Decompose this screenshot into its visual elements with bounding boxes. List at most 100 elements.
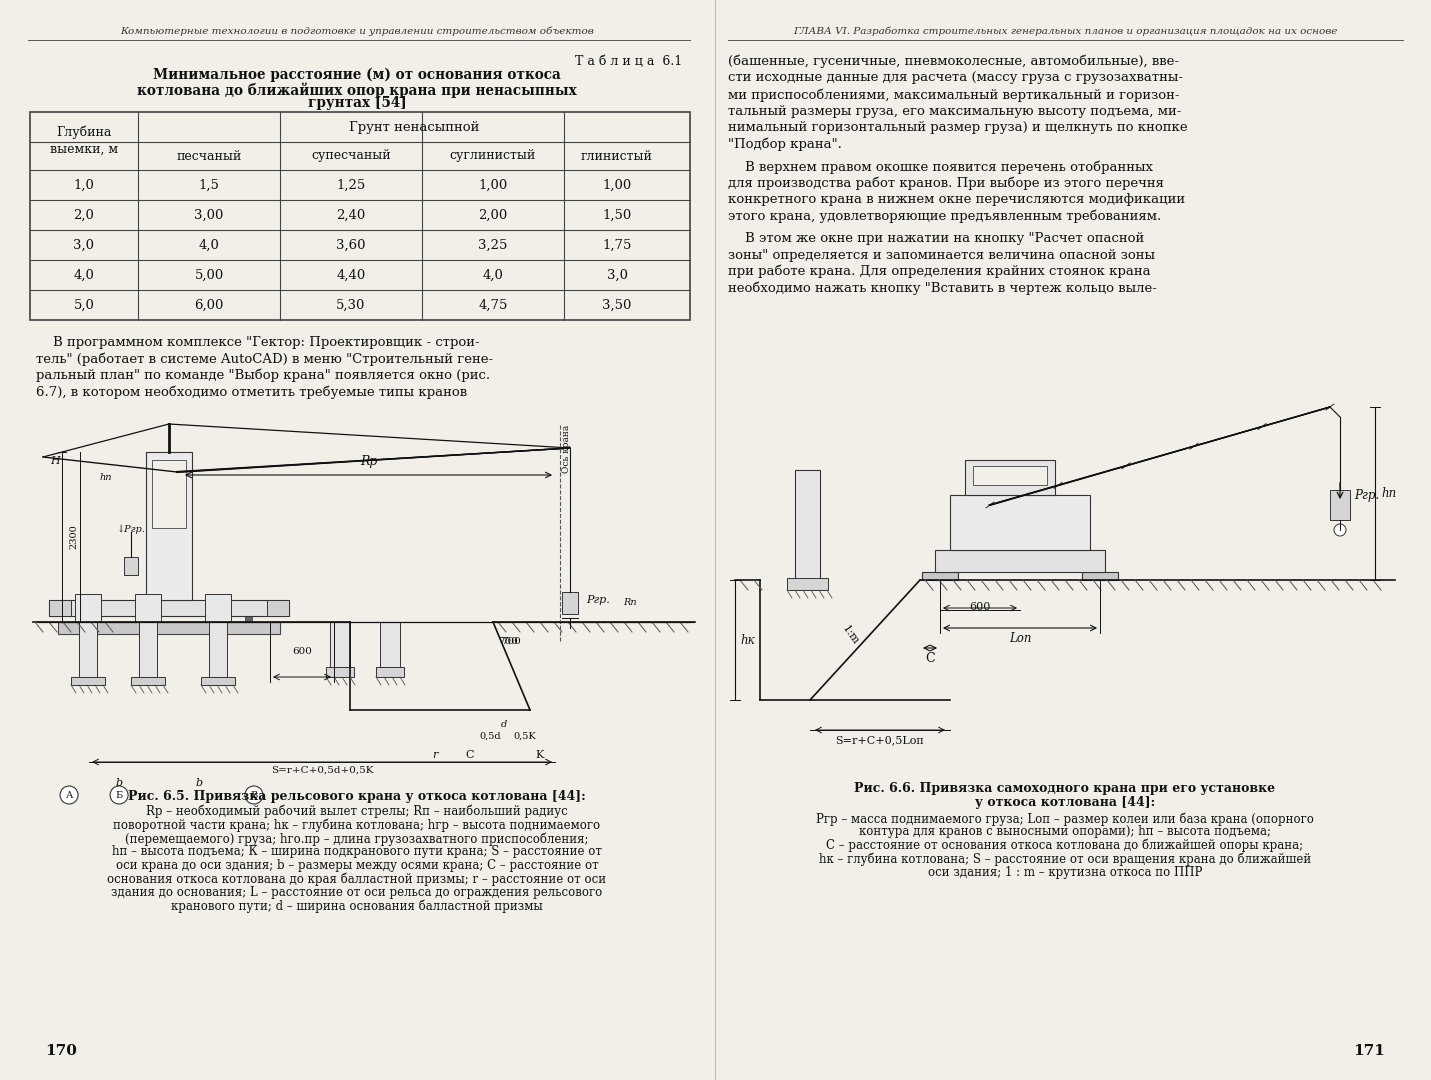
Bar — [205, 594, 230, 622]
Text: 4,0: 4,0 — [482, 269, 504, 282]
Bar — [79, 622, 97, 677]
Text: 2,00: 2,00 — [478, 208, 508, 221]
Text: 3,50: 3,50 — [602, 298, 631, 311]
Bar — [86, 616, 93, 622]
Text: 3,0: 3,0 — [73, 239, 94, 252]
Text: Ргр.: Ргр. — [1354, 488, 1379, 501]
Text: Б: Б — [116, 791, 123, 799]
Bar — [132, 677, 165, 685]
Text: этого крана, удовлетворяющие предъявленным требованиям.: этого крана, удовлетворяющие предъявленн… — [728, 210, 1161, 222]
Bar — [1329, 490, 1349, 519]
Text: 170: 170 — [44, 1044, 77, 1058]
Text: В: В — [250, 791, 258, 799]
Bar — [209, 622, 228, 677]
Bar — [381, 622, 401, 667]
Text: основания откоса котлована до края балластной призмы; r – расстояние от оси: основания откоса котлована до края балла… — [107, 873, 607, 886]
Text: 0,5d: 0,5d — [479, 732, 501, 741]
Text: тель" (работает в системе AutoCAD) в меню "Строительный гене-: тель" (работает в системе AutoCAD) в мен… — [36, 352, 494, 366]
Text: контура для кранов с выносными опорами); hп – высота подъема;: контура для кранов с выносными опорами);… — [859, 825, 1271, 838]
Text: В программном комплексе "Гектор: Проектировщик - строи-: В программном комплексе "Гектор: Проекти… — [36, 336, 479, 349]
Text: hк – глубина котлована; S – расстояние от оси вращения крана до ближайшей: hк – глубина котлована; S – расстояние о… — [819, 852, 1311, 866]
Text: ми приспособлениями, максимальный вертикальный и горизон-: ми приспособлениями, максимальный вертик… — [728, 87, 1179, 102]
Text: Т а б л и ц а  6.1: Т а б л и ц а 6.1 — [575, 55, 683, 68]
Text: hп: hп — [100, 473, 113, 482]
Text: Rп: Rп — [622, 598, 637, 607]
Bar — [30, 112, 690, 320]
Text: 0,5K: 0,5K — [514, 732, 537, 741]
Text: Компьютерные технологии в подготовке и управлении строительством объектов: Компьютерные технологии в подготовке и у… — [120, 27, 594, 36]
Text: 1,50: 1,50 — [602, 208, 631, 221]
Text: 600: 600 — [969, 602, 990, 612]
Bar — [146, 453, 192, 600]
Circle shape — [1334, 524, 1347, 536]
Text: при работе крана. Для определения крайних стоянок крана: при работе крана. Для определения крайни… — [728, 265, 1151, 279]
Text: H: H — [50, 456, 60, 465]
Text: Lоп: Lоп — [1009, 632, 1032, 645]
Text: грунтах [54]: грунтах [54] — [308, 96, 406, 110]
Text: для производства работ кранов. При выборе из этого перечня: для производства работ кранов. При выбор… — [728, 176, 1163, 190]
Text: 600: 600 — [292, 648, 312, 657]
Bar — [139, 622, 157, 677]
Text: поворотной части крана; hк – глубина котлована; hгр – высота поднимаемого: поворотной части крана; hк – глубина кот… — [113, 819, 601, 832]
Text: d: d — [501, 720, 507, 729]
Text: 2,0: 2,0 — [73, 208, 94, 221]
Text: песчаный: песчаный — [176, 149, 242, 162]
Text: 1,00: 1,00 — [602, 178, 631, 191]
Text: hп: hп — [1381, 487, 1397, 500]
Bar — [74, 594, 102, 622]
Text: оси крана до оси здания; b – размеры между осями крана; С – расстояние от: оси крана до оси здания; b – размеры меж… — [116, 859, 598, 872]
Text: (башенные, гусеничные, пневмоколесные, автомобильные), вве-: (башенные, гусеничные, пневмоколесные, а… — [728, 55, 1179, 68]
Text: конкретного крана в нижнем окне перечисляются модификации: конкретного крана в нижнем окне перечисл… — [728, 193, 1185, 206]
Bar — [922, 572, 957, 580]
Text: В этом же окне при нажатии на кнопку "Расчет опасной: В этом же окне при нажатии на кнопку "Ра… — [728, 232, 1145, 245]
Text: 6.7), в котором необходимо отметить требуемые типы кранов: 6.7), в котором необходимо отметить треб… — [36, 386, 467, 399]
Text: "Подбор крана".: "Подбор крана". — [728, 137, 841, 151]
Text: Rp: Rp — [359, 455, 378, 468]
Text: K: K — [535, 750, 544, 760]
Text: у откоса котлована [44]:: у откоса котлована [44]: — [975, 796, 1155, 809]
Text: 5,0: 5,0 — [73, 298, 94, 311]
Bar — [934, 550, 1105, 572]
Text: Рис. 6.6. Привязка самоходного крана при его установке: Рис. 6.6. Привязка самоходного крана при… — [854, 782, 1275, 795]
Text: глинистый: глинистый — [581, 149, 653, 162]
Text: b: b — [196, 778, 203, 788]
Text: hк: hк — [740, 634, 754, 647]
Bar — [787, 578, 829, 590]
Bar — [331, 622, 351, 667]
Text: (перемещаемого) груза; hго.пр – длина грузозахватного приспособления;: (перемещаемого) груза; hго.пр – длина гр… — [126, 832, 588, 846]
Text: 4,40: 4,40 — [336, 269, 366, 282]
Bar — [950, 495, 1090, 550]
Text: суглинистый: суглинистый — [449, 149, 537, 162]
Text: зоны" определяется и запоминается величина опасной зоны: зоны" определяется и запоминается величи… — [728, 248, 1155, 261]
Text: Рис. 6.5. Привязка рельсового крана у откоса котлована [44]:: Рис. 6.5. Привязка рельсового крана у от… — [129, 789, 585, 804]
Text: кранового пути; d – ширина основания балластной призмы: кранового пути; d – ширина основания бал… — [172, 900, 542, 913]
Bar — [562, 592, 578, 615]
Text: супесчаный: супесчаный — [311, 149, 391, 162]
Text: 1:m: 1:m — [840, 623, 860, 647]
Text: 1,25: 1,25 — [336, 178, 366, 191]
Text: 6,00: 6,00 — [195, 298, 223, 311]
Circle shape — [60, 786, 79, 804]
Text: 171: 171 — [1354, 1044, 1385, 1058]
Circle shape — [110, 786, 129, 804]
Text: C: C — [926, 652, 934, 665]
Text: 4,75: 4,75 — [478, 298, 508, 311]
Text: Минимальное расстояние (м) от основания откоса: Минимальное расстояние (м) от основания … — [153, 68, 561, 82]
Text: 3,00: 3,00 — [195, 208, 223, 221]
Text: ↓Ргр.: ↓Ргр. — [116, 525, 146, 534]
Bar — [49, 600, 289, 616]
Text: b: b — [116, 778, 123, 788]
Text: hп – высота подъема; К – ширина подкранового пути крана; S – расстояние от: hп – высота подъема; К – ширина подкрано… — [112, 846, 602, 859]
Bar — [59, 622, 280, 634]
Text: S=r+C+0,5d+0,5K: S=r+C+0,5d+0,5K — [270, 766, 373, 775]
Text: Rр – необходимый рабочий вылет стрелы; Rп – наибольший радиус: Rр – необходимый рабочий вылет стрелы; R… — [146, 805, 568, 819]
Text: Глубина
выемки, м: Глубина выемки, м — [50, 125, 119, 157]
Text: 5,30: 5,30 — [336, 298, 366, 311]
Circle shape — [245, 786, 263, 804]
Bar — [135, 594, 162, 622]
Text: 4,0: 4,0 — [199, 239, 219, 252]
Text: 1,0: 1,0 — [73, 178, 94, 191]
Bar — [1082, 572, 1118, 580]
Text: ральный план" по команде "Выбор крана" появляется окно (рис.: ральный план" по команде "Выбор крана" п… — [36, 369, 491, 382]
Text: тальный размеры груза, его максимальную высоту подъема, ми-: тальный размеры груза, его максимальную … — [728, 105, 1182, 118]
